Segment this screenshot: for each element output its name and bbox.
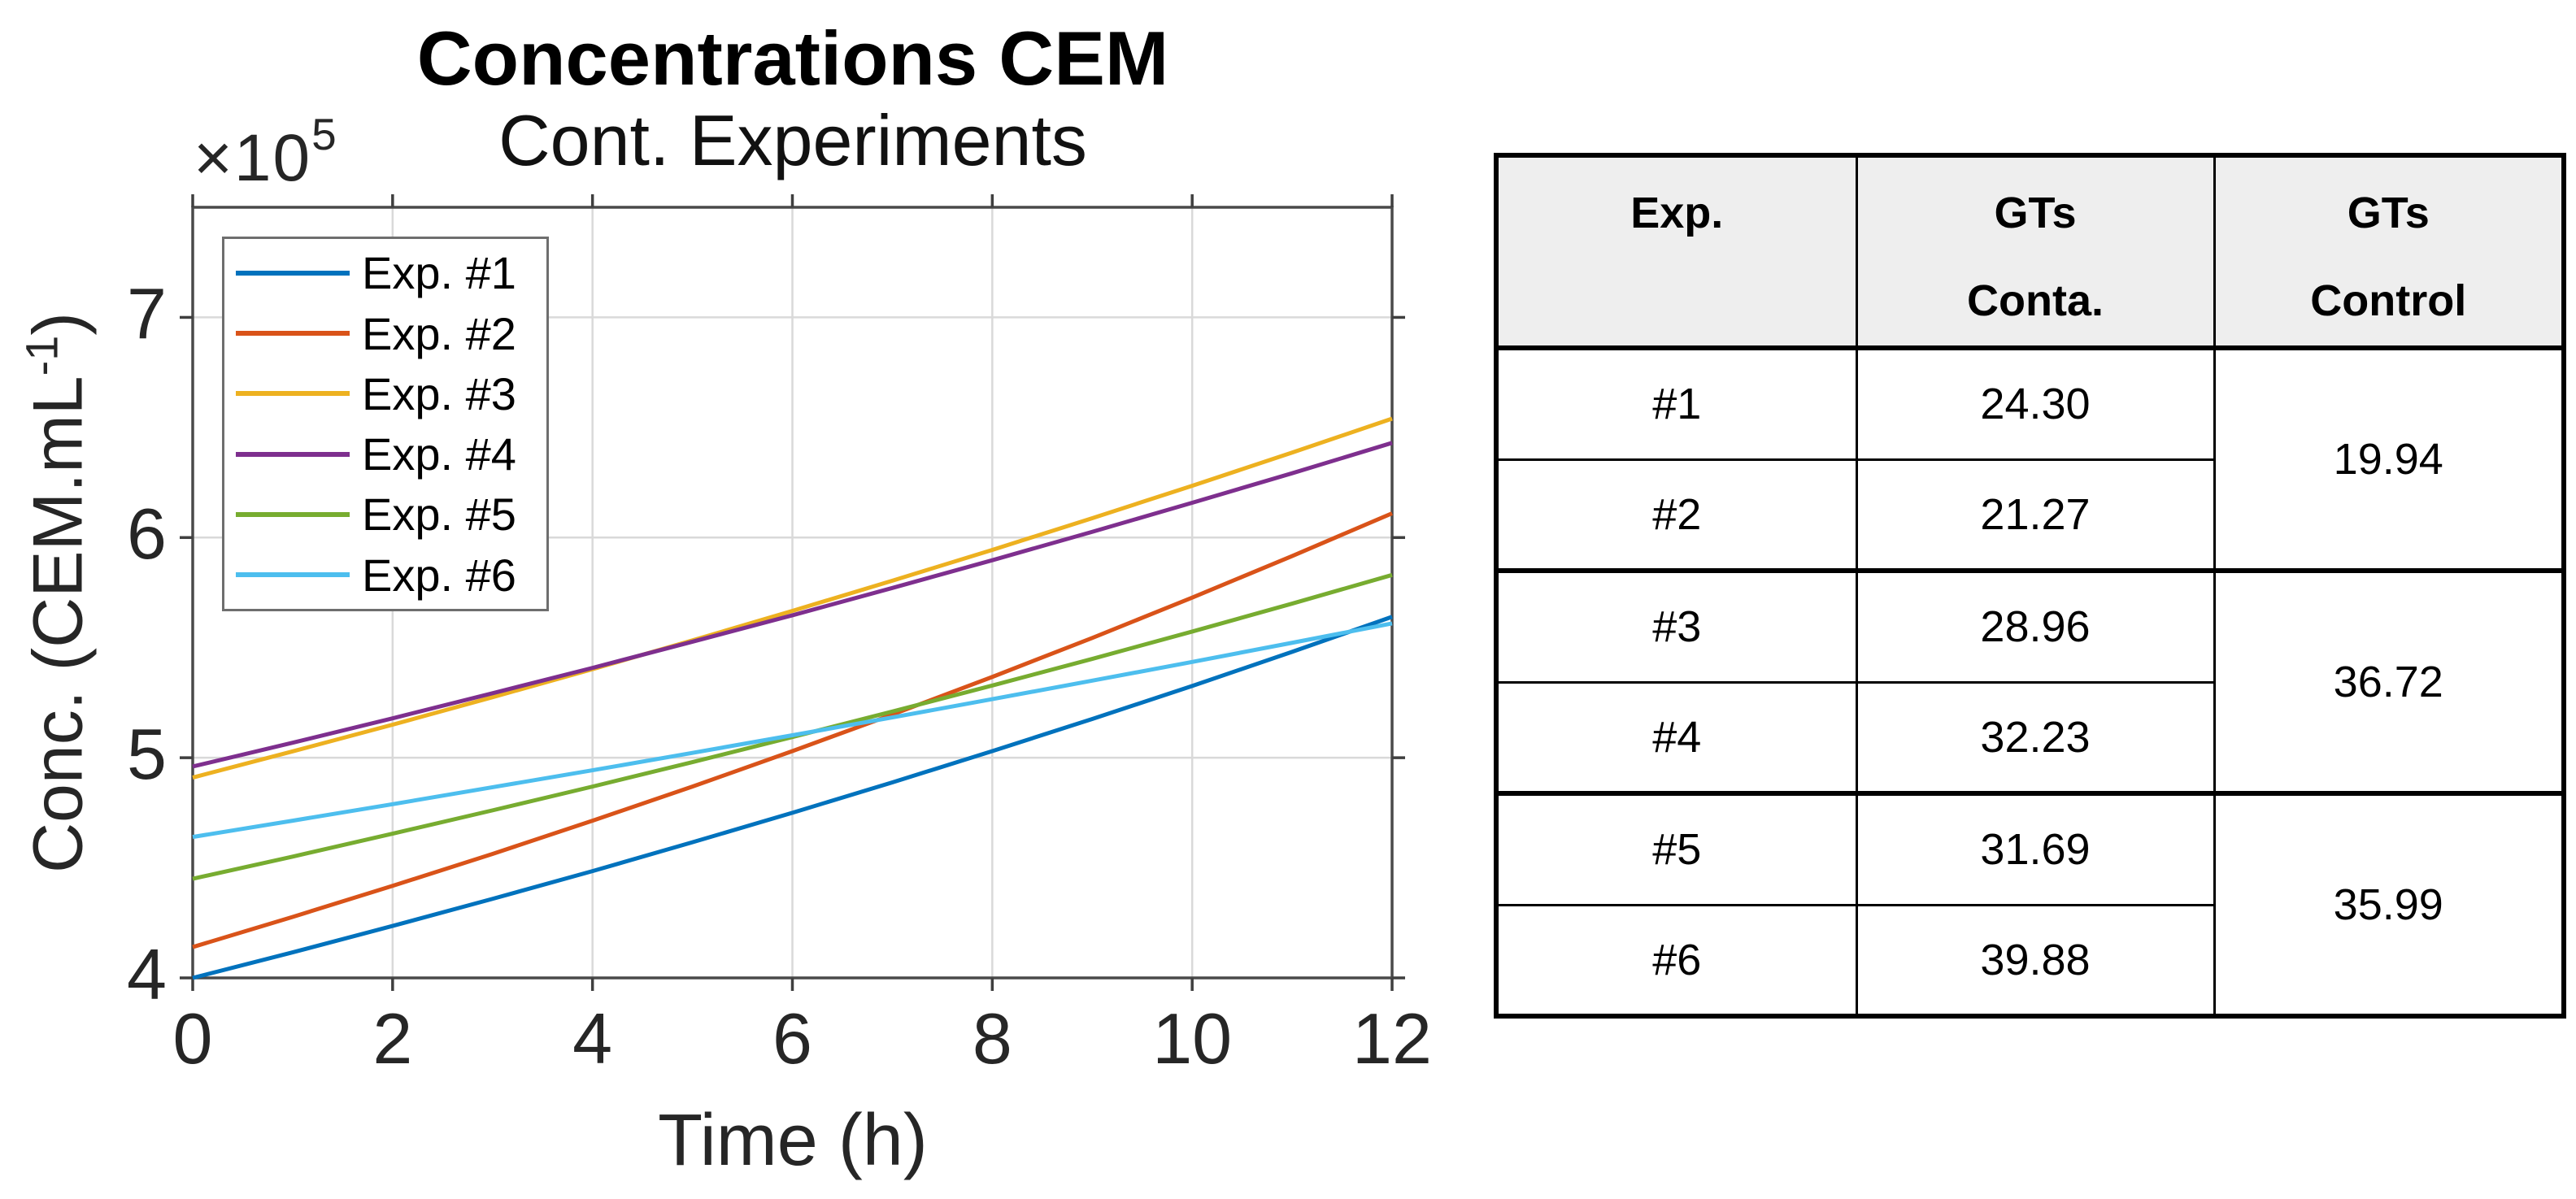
cell-exp-1: #1 (1495, 346, 1858, 461)
cell-exp-5: #5 (1495, 792, 1858, 906)
cell-gts-conta-4: 32.23 (1855, 680, 2216, 796)
legend-label: Exp. #5 (362, 489, 516, 541)
series-line-exp-6 (192, 621, 1393, 840)
y-tick-label-5: 5 (127, 714, 167, 795)
header-conta-line2: Conta. (1967, 276, 2104, 325)
table-row: #5 31.69 35.99 (1495, 792, 2565, 1018)
legend-label: Exp. #4 (362, 428, 516, 480)
legend-entry-4: Exp. #4 (224, 428, 546, 480)
cell-gts-conta-1: 24.30 (1855, 346, 2216, 461)
table-row: #6 39.88 (1495, 903, 2564, 1018)
legend-line-sample (236, 331, 350, 337)
legend-label: Exp. #1 (362, 247, 516, 299)
chart-figure: Concentrations CEM Cont. Experiments ×10… (16, 15, 1432, 1181)
chart-title: Concentrations CEM (416, 15, 1169, 101)
header-exp-text: Exp. (1630, 189, 1724, 237)
gts-table: Exp. GTs Conta. GTs Control #1 24.30 19.… (1494, 153, 2566, 1019)
y-axis-exponent-label: ×105 (194, 112, 338, 197)
legend-line-sample (236, 391, 350, 397)
x-tick-label-6: 6 (772, 998, 812, 1079)
cell-gts-control-group-3: 35.99 (2213, 792, 2565, 1018)
table-row: #4 32.23 (1495, 680, 2564, 796)
legend-entry-3: Exp. #3 (224, 367, 546, 420)
table-row: #3 28.96 36.72 (1495, 569, 2565, 796)
header-control-line2: Control (2310, 276, 2467, 325)
legend-box: Exp. #1 Exp. #2 Exp. #3 Exp. #4 Exp. #5 Exp. … (222, 237, 549, 611)
cell-gts-conta-5: 31.69 (1855, 792, 2216, 906)
column-header-exp: Exp. (1495, 154, 1858, 350)
x-tick-label-0: 0 (172, 998, 213, 1079)
column-header-gts-conta: GTs Conta. (1855, 154, 2216, 350)
legend-line-sample (236, 451, 350, 457)
y-tick-label-7: 7 (127, 273, 167, 354)
cell-gts-control-group-2: 36.72 (2213, 569, 2565, 796)
x-tick-label-12: 12 (1352, 998, 1432, 1079)
plot-area (180, 194, 1405, 991)
y-axis-label-text: Conc. (CEM.mL (19, 376, 98, 874)
table-row: #1 24.30 19.94 (1495, 346, 2565, 573)
x-axis-label: Time (h) (658, 1100, 928, 1181)
cell-exp-4: #4 (1495, 680, 1858, 796)
table-row: #2 21.27 (1495, 458, 2564, 573)
legend-line-sample (236, 572, 350, 578)
series-line-exp-3 (192, 416, 1393, 780)
cell-gts-conta-6: 39.88 (1855, 903, 2216, 1018)
axis-tick-marks (180, 194, 1405, 991)
legend-entry-6: Exp. #6 (224, 549, 546, 602)
cell-gts-control-group-1: 19.94 (2213, 346, 2565, 573)
series-line-exp-4 (192, 441, 1393, 769)
header-conta-line1: GTs (1994, 189, 2077, 237)
legend-line-sample (236, 511, 350, 517)
cell-gts-conta-3: 28.96 (1855, 569, 2216, 684)
y-tick-label-6: 6 (127, 493, 167, 575)
x-tick-label-4: 4 (572, 998, 613, 1079)
column-header-gts-control: GTs Control (2213, 154, 2565, 350)
y-tick-label-4: 4 (127, 933, 167, 1014)
table-header-row: Exp. GTs Conta. GTs Control (1495, 154, 2565, 350)
legend-label: Exp. #3 (362, 367, 516, 419)
legend-entry-1: Exp. #1 (224, 246, 546, 299)
legend-entry-2: Exp. #2 (224, 307, 546, 360)
x-tick-label-8: 8 (972, 998, 1012, 1079)
x-tick-label-2: 2 (372, 998, 413, 1079)
series-lines (192, 416, 1393, 980)
legend-line-sample (236, 270, 350, 276)
cell-exp-3: #3 (1495, 569, 1858, 684)
cell-gts-conta-2: 21.27 (1855, 458, 2216, 573)
x-tick-label-10: 10 (1152, 998, 1233, 1079)
header-control-line1: GTs (2347, 189, 2430, 237)
legend-entry-5: Exp. #5 (224, 488, 546, 541)
series-line-exp-1 (192, 615, 1393, 980)
exponent-base: ×10 (194, 121, 312, 195)
chart-subtitle: Cont. Experiments (498, 100, 1087, 180)
cell-exp-2: #2 (1495, 458, 1858, 573)
legend-label: Exp. #2 (362, 307, 516, 359)
cell-exp-6: #6 (1495, 903, 1858, 1018)
series-line-exp-2 (192, 511, 1393, 949)
legend-label: Exp. #6 (362, 549, 516, 601)
exponent-power: 5 (311, 109, 338, 159)
